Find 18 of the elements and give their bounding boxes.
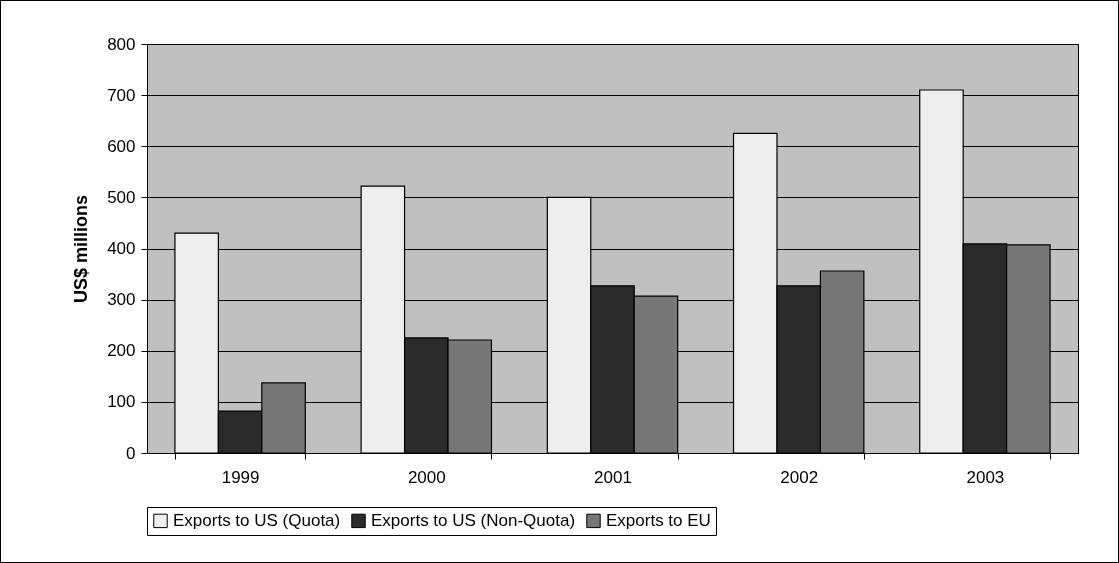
- x-tick-label: 1999: [221, 467, 260, 487]
- y-tick-label: 100: [107, 392, 136, 412]
- y-tick-label: 700: [107, 85, 136, 105]
- y-tick-label: 200: [107, 341, 136, 361]
- y-axis-title: US$ millions: [71, 194, 92, 304]
- y-tick-label: 0: [126, 443, 136, 463]
- y-tick-label: 400: [107, 239, 136, 258]
- y-tick-label: 500: [107, 187, 136, 207]
- legend-label: Exports to US (Non-Quota): [371, 510, 576, 530]
- y-tick-label: 300: [107, 290, 136, 310]
- y-tick-label: 600: [107, 136, 136, 156]
- x-tick-label: 2000: [407, 467, 446, 487]
- legend-label: Exports to EU: [606, 510, 711, 530]
- x-tick-label: 2001: [594, 467, 632, 487]
- x-tick-label: 2002: [780, 467, 819, 487]
- x-tick-label: 2003: [966, 467, 1005, 487]
- legend-label: Exports to US (Quota): [173, 510, 341, 530]
- y-tick-label: 800: [107, 34, 136, 54]
